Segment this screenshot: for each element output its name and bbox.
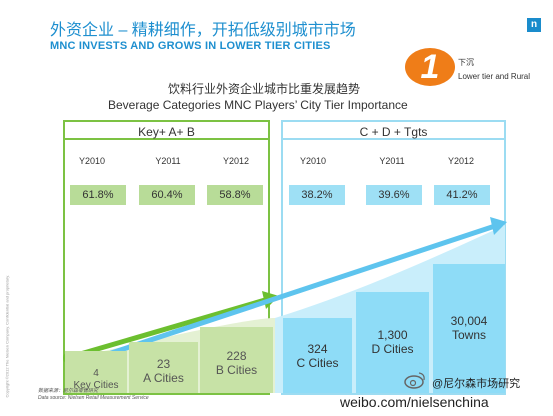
share-percent-box: 60.4% [139,185,195,205]
city-count: 23 [156,357,171,371]
city-tier-label: C Cities [296,356,339,370]
city-tier-label: B Cities [215,363,258,377]
city-tier-bar: 30,004 Towns [433,264,505,393]
chart-title-en: Beverage Categories MNC Players’ City Ti… [108,98,408,112]
city-tier-label: Key Cities [73,380,119,391]
source-cn: 数据来源：尼尔森零售研究 [38,388,99,394]
step-number-badge: 1 [405,48,455,86]
share-percent-box: 39.6% [366,185,422,205]
blue-arrowhead [490,217,507,235]
year-label: Y2011 [155,156,181,166]
share-percent-box: 58.8% [207,185,263,205]
year-label: Y2012 [222,156,250,166]
weibo-icon [404,372,425,389]
year-label: Y2010 [78,156,106,166]
panel-header-right: C + D + Tgts [281,120,506,140]
weibo-url: weibo.com/nielsenchina [340,394,489,410]
green-trend-arrow [69,297,266,360]
city-count: 1,300 [377,328,408,342]
city-count: 4 [93,368,99,379]
city-count: 30,004 [450,314,488,328]
nielsen-logo-icon: n [527,18,541,32]
city-tier-bar: 23 A Cities [129,342,198,393]
source-en: Data source: Nielsen Retail Measurement … [38,395,149,401]
panel-key-a-b [63,132,270,395]
data-source: 数据来源：尼尔森零售研究 Data source: Nielsen Retail… [38,388,149,402]
share-percent-box: 61.8% [70,185,126,205]
badge-label-cn: 下沉 [458,58,474,67]
year-label: Y2011 [379,156,405,166]
city-count: 324 [307,342,328,356]
page-subtitle-en: MNC INVESTS AND GROWS IN LOWER TIER CITI… [50,40,331,52]
city-count: 228 [226,349,247,363]
chart-title-cn: 饮料行业外资企业城市比重发展趋势 [168,82,361,96]
city-tier-label: Towns [451,328,486,342]
year-label: Y2012 [447,156,475,166]
share-percent-box: 41.2% [434,185,490,205]
badge-label-en: Lower tier and Rural [458,72,531,81]
page-title: 外资企业 – 精耕细作，开拓低级别城市市场 [50,22,356,39]
share-percent-box: 38.2% [289,185,345,205]
city-tier-bar: 228 B Cities [200,327,273,393]
weibo-handle: @尼尔森市场研究 [432,378,521,390]
city-tier-label: D Cities [371,342,414,356]
city-tier-label: A Cities [143,371,184,385]
panel-header-left: Key+ A+ B [63,120,270,140]
year-label: Y2010 [299,156,327,166]
city-tier-bar: 324 C Cities [283,318,352,393]
city-tier-bar: 4 Key Cities [65,351,127,393]
